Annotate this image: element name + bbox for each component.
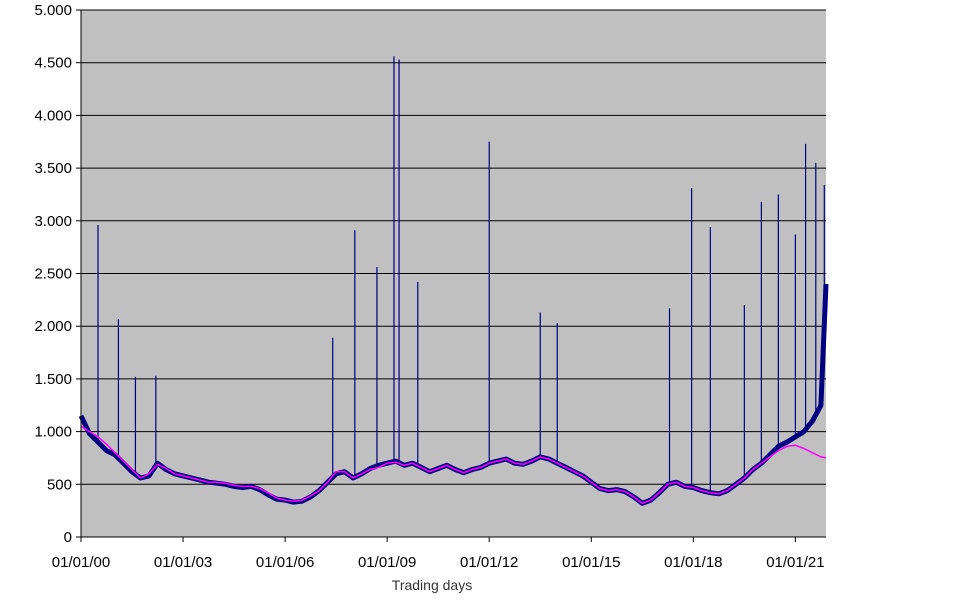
daily-spikes <box>97 56 825 493</box>
y-tick-label-6: 3.000 <box>34 213 72 230</box>
y-tick-label-5: 2.500 <box>34 266 72 283</box>
x-axis-ticks: 01/01/00 01/01/03 01/01/06 01/01/09 01/01/12… <box>52 537 825 571</box>
y-tick-label-2: 1.000 <box>34 424 72 441</box>
y-tick-label-10: 5.000 <box>34 2 72 19</box>
x-tick-label-7: 01/01/21 <box>766 554 824 571</box>
y-tick-label-4: 2.000 <box>34 318 72 335</box>
gridlines <box>81 9 826 485</box>
y-tick-label-3: 1.500 <box>34 371 72 388</box>
y-tick-label-8: 4.000 <box>34 107 72 124</box>
x-tick-label-0: 01/01/00 <box>52 554 110 571</box>
y-tick-label-1: 500 <box>47 476 72 493</box>
x-tick-label-6: 01/01/18 <box>664 554 722 571</box>
x-tick-label-3: 01/01/09 <box>358 554 416 571</box>
x-tick-label-5: 01/01/15 <box>562 554 620 571</box>
y-tick-label-0: 0 <box>64 529 72 546</box>
y-axis-ticks: 0 500 1.000 1.500 2.000 2.500 3.000 3.500 4.000 4… <box>34 2 81 546</box>
y-tick-label-7: 3.500 <box>34 160 72 177</box>
x-tick-label-1: 01/01/03 <box>154 554 212 571</box>
y-tick-label-9: 4.500 <box>34 55 72 72</box>
x-axis-title: Trading days <box>392 577 472 593</box>
moving-average-line <box>80 425 827 505</box>
x-tick-label-4: 01/01/12 <box>460 554 518 571</box>
x-tick-label-2: 01/01/06 <box>256 554 314 571</box>
